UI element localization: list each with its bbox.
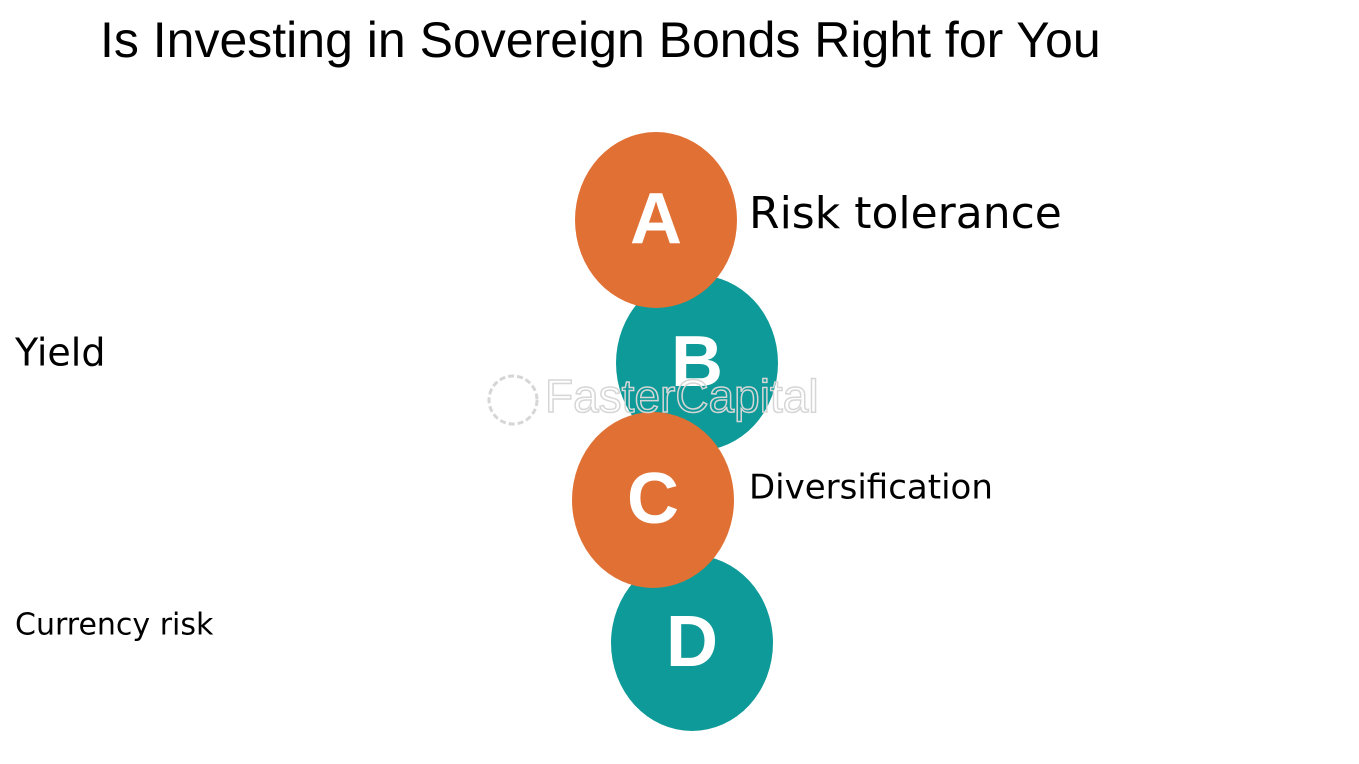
- node-letter: A: [630, 179, 682, 259]
- node-letter: B: [671, 322, 723, 402]
- node-letter: D: [666, 602, 718, 682]
- node-label: Risk tolerance: [749, 188, 1062, 239]
- node-circle: [611, 555, 773, 731]
- node-label: Yield: [14, 331, 105, 375]
- node-letter: C: [627, 459, 679, 539]
- node-circle: [572, 412, 734, 588]
- node-circle: [575, 132, 737, 308]
- watermark-gear: [487, 374, 539, 426]
- title: Is Investing in Sovereign Bonds Right fo…: [100, 12, 1101, 68]
- node-label: Currency risk: [15, 608, 214, 643]
- watermark: FasterCapital: [545, 370, 819, 422]
- node-label: Diversification: [749, 468, 993, 508]
- node-circle: [616, 275, 778, 451]
